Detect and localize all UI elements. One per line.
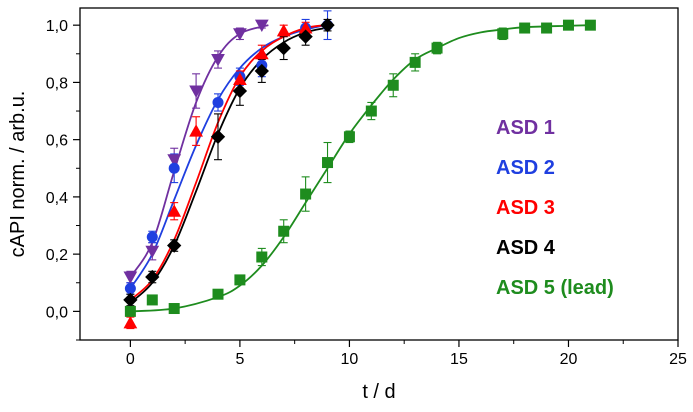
data-point-asd-4 — [320, 18, 335, 33]
data-point-asd-3 — [233, 72, 247, 86]
fit-curve-asd-2 — [129, 24, 326, 289]
data-point-asd-5-lead — [562, 19, 574, 31]
axis-frame — [79, 7, 679, 341]
data-point-asd-5-lead — [256, 251, 268, 263]
x-axis-title: t / d — [362, 381, 395, 403]
data-point-asd-5-lead — [365, 105, 377, 117]
x-tick-label: 15 — [450, 351, 468, 368]
data-point-asd-4 — [254, 63, 269, 79]
x-tick-label: 25 — [669, 351, 687, 368]
data-point-asd-1 — [167, 154, 182, 167]
data-point-asd-5-lead — [234, 274, 246, 286]
data-point-asd-2 — [168, 162, 180, 174]
legend-item-asd-2: ASD 2 — [496, 157, 555, 179]
data-point-asd-5-lead — [409, 56, 421, 68]
data-point-asd-5-lead — [387, 79, 399, 91]
data-point-asd-5-lead — [168, 303, 180, 315]
legend-item-asd-1: ASD 1 — [496, 117, 555, 139]
data-point-asd-4 — [232, 83, 248, 99]
data-point-asd-1 — [254, 19, 269, 33]
legend-item-asd-3: ASD 3 — [496, 197, 555, 219]
data-point-asd-2 — [124, 282, 136, 294]
legend-item-asd-4: ASD 4 — [496, 237, 556, 259]
data-point-asd-4 — [123, 292, 138, 308]
data-point-asd-5-lead — [343, 131, 355, 143]
data-point-asd-3 — [189, 124, 203, 137]
data-point-asd-3 — [167, 204, 182, 217]
y-tick-label: 1,0 — [46, 18, 68, 35]
x-tick-label: 10 — [341, 351, 359, 368]
data-point-asd-1 — [211, 54, 225, 67]
data-point-asd-4 — [276, 40, 291, 56]
data-point-asd-5-lead — [146, 294, 158, 306]
x-tick-label: 20 — [560, 351, 578, 368]
data-point-asd-4 — [167, 238, 182, 253]
data-point-asd-3 — [276, 24, 291, 37]
data-point-asd-5-lead — [431, 42, 443, 54]
data-point-asd-1 — [233, 28, 247, 41]
legend-item-asd-5-lead: ASD 5 (lead) — [496, 277, 614, 299]
x-tick-label: 5 — [235, 351, 244, 368]
data-point-asd-5-lead — [278, 225, 290, 237]
axis-ticks: 0 5 10 15 20 25 0,0 0,2 0,4 0,6 0,8 1,0 — [46, 18, 687, 368]
plot-area-border — [79, 7, 679, 341]
y-tick-label: 0,4 — [46, 190, 68, 207]
data-point-asd-3 — [298, 21, 313, 34]
data-point-asd-2 — [212, 96, 224, 108]
data-point-asd-5-lead — [322, 157, 334, 169]
y-tick-label: 0,8 — [46, 75, 68, 92]
data-point-asd-4 — [145, 269, 160, 285]
data-point-asd-5-lead — [212, 288, 224, 300]
y-tick-label: 0,6 — [46, 133, 68, 150]
data-point-asd-1 — [145, 245, 160, 259]
data-point-asd-5-lead — [541, 22, 553, 34]
x-tick-label: 0 — [126, 351, 135, 368]
data-point-asd-1 — [189, 85, 203, 98]
data-point-asd-5-lead — [300, 188, 312, 200]
data-point-asd-5-lead — [519, 22, 531, 34]
fit-curve-asd-4 — [129, 27, 326, 304]
data-point-asd-2 — [146, 231, 158, 243]
fit-curve-asd-3 — [129, 24, 326, 301]
data-markers — [123, 18, 596, 329]
data-point-asd-3 — [254, 46, 269, 60]
data-point-asd-5-lead — [124, 305, 136, 317]
y-tick-label: 0,2 — [46, 247, 68, 264]
data-point-asd-1 — [123, 271, 138, 284]
data-point-asd-3 — [123, 315, 138, 329]
y-axis-title: cAPI norm. / arb.u. — [7, 91, 29, 258]
legend: ASD 1 ASD 2 ASD 3 ASD 4 ASD 5 (lead) — [496, 117, 614, 299]
data-point-asd-5-lead — [497, 28, 509, 40]
data-point-asd-4 — [210, 129, 226, 144]
data-point-asd-4 — [298, 29, 313, 44]
y-tick-label: 0,0 — [46, 304, 68, 321]
data-point-asd-5-lead — [584, 19, 596, 31]
